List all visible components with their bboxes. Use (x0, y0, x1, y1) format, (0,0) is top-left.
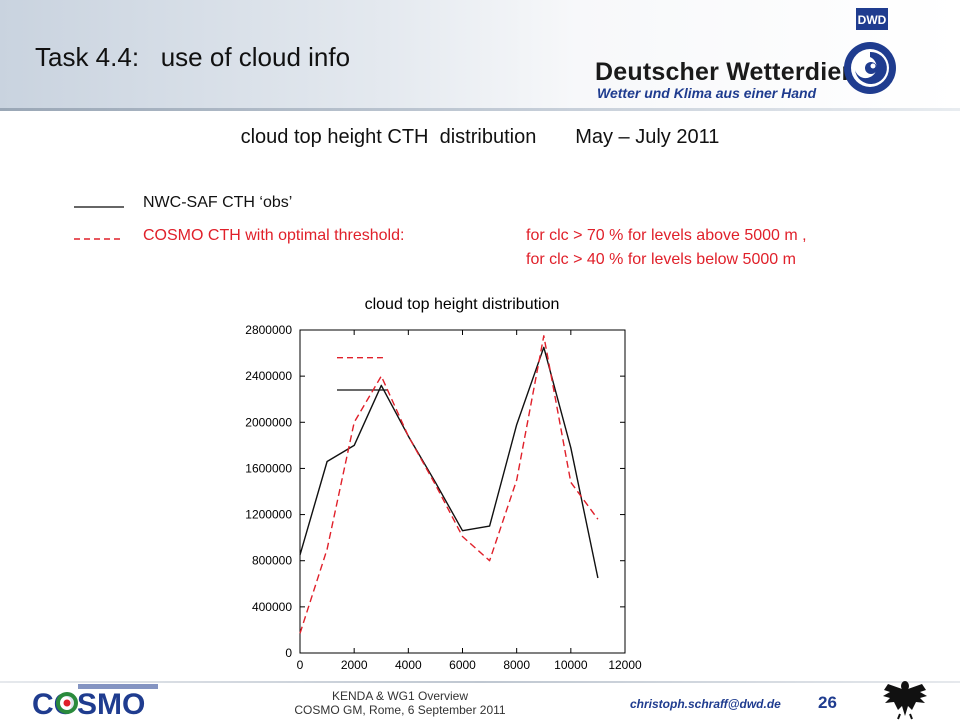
legend-obs-line (74, 206, 124, 208)
legend-cosmo-condition-above: for clc > 70 % for levels above 5000 m , (526, 227, 807, 244)
federal-eagle-icon (883, 681, 927, 720)
y-tick-label: 1200000 (245, 508, 292, 522)
chart-title: cloud top height distribution (365, 296, 560, 313)
org-tagline: Wetter und Klima aus einer Hand (597, 85, 817, 101)
series-line-cosmo (299, 335, 599, 634)
footer-event: KENDA & WG1 Overview COSMO GM, Rome, 6 S… (270, 689, 530, 717)
footer-line-2: COSMO GM, Rome, 6 September 2011 (294, 703, 506, 717)
y-tick-label: 1600000 (245, 461, 292, 475)
x-tick-label: 10000 (554, 658, 588, 672)
footer-line-1: KENDA & WG1 Overview (331, 689, 469, 703)
cosmo-logo-icon: COSMO (32, 684, 158, 718)
header-divider (0, 108, 960, 111)
y-tick-label: 0 (285, 646, 292, 660)
dwd-logo-icon: DWD (844, 8, 896, 94)
page-number: 26 (818, 693, 837, 712)
x-tick-label: 4000 (395, 658, 422, 672)
footer-divider (0, 681, 960, 683)
x-tick-label: 6000 (449, 658, 476, 672)
slide-title: Task 4.4: use of cloud info (35, 42, 351, 72)
legend-cosmo-label: COSMO CTH with optimal threshold: (143, 227, 405, 244)
slide-subtitle: cloud top height CTH distribution May – … (240, 126, 720, 148)
x-tick-label: 12000 (608, 658, 642, 672)
cosmo-logo-text: COSMO (32, 688, 145, 718)
y-tick-label: 400000 (252, 600, 292, 614)
y-tick-label: 800000 (252, 554, 292, 568)
y-tick-label: 2400000 (245, 369, 292, 383)
y-tick-label: 2800000 (245, 323, 292, 337)
slide-header (0, 0, 960, 110)
y-tick-label: 2000000 (245, 415, 292, 429)
x-tick-label: 0 (297, 658, 304, 672)
legend-cosmo-line (74, 238, 124, 240)
org-name: Deutscher Wetterdienst (595, 58, 880, 86)
plot-frame (299, 329, 626, 654)
x-tick-label: 2000 (341, 658, 368, 672)
legend-obs-label: NWC-SAF CTH ‘obs’ (143, 194, 293, 211)
dwd-logo-text: DWD (858, 13, 887, 27)
x-tick-label: 8000 (503, 658, 530, 672)
cth-distribution-chart: cloud top height distribution 0 2000 4000 6… (245, 296, 642, 672)
series-line-obs (299, 346, 599, 579)
legend-cosmo-condition-below: for clc > 40 % for levels below 5000 m (526, 251, 796, 268)
footer-email: christoph.schraff@dwd.de (630, 697, 781, 711)
